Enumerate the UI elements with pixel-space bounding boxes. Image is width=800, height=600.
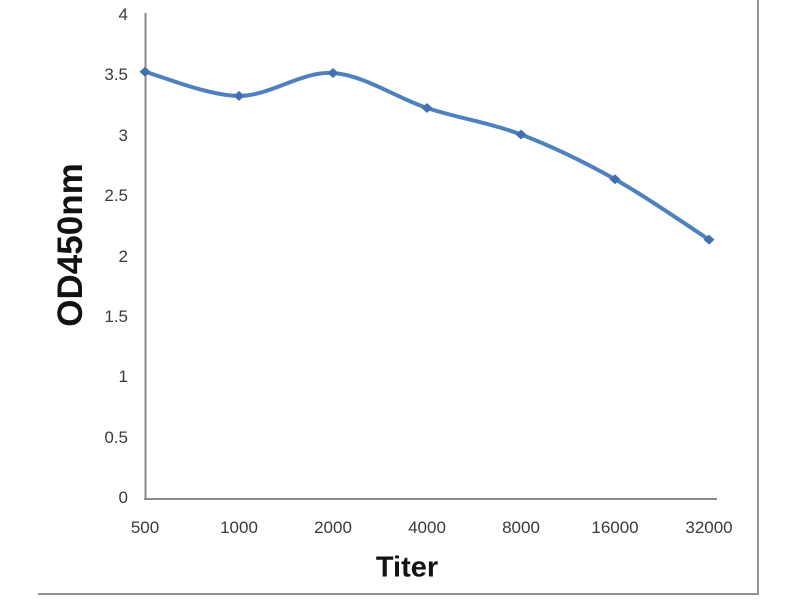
x-tick-label: 8000 (502, 518, 540, 537)
data-point-marker (139, 66, 151, 77)
image-bottom-border (38, 593, 759, 595)
x-tick-label: 4000 (408, 518, 446, 537)
data-point-marker (233, 90, 245, 101)
x-tick-label: 2000 (314, 518, 352, 537)
x-tick-label: 16000 (591, 518, 639, 537)
y-tick-label: 0.5 (104, 427, 128, 447)
y-tick-label: 2 (118, 246, 128, 266)
y-tick-label: 2.5 (104, 186, 128, 206)
y-tick-label: 1.5 (104, 306, 128, 326)
series-line (143, 69, 711, 242)
data-point-marker (421, 102, 433, 113)
y-tick-label: 1 (118, 367, 128, 387)
y-tick-label: 0 (118, 488, 128, 507)
y-tick-label: 3.5 (104, 65, 128, 85)
x-tick-label: 500 (130, 518, 160, 537)
data-point-marker (609, 174, 621, 185)
image-right-border (757, 0, 759, 595)
data-point-marker (703, 234, 715, 245)
y-tick-label: 3 (118, 125, 128, 145)
x-tick-label: 1000 (220, 518, 258, 537)
x-axis-title: Titer (375, 551, 439, 584)
y-axis-title: OD450nm (51, 163, 90, 327)
data-point-marker (515, 129, 527, 140)
x-tick-label: 32000 (685, 518, 733, 537)
data-point-marker (327, 67, 339, 78)
y-tick-label: 4 (118, 5, 128, 24)
